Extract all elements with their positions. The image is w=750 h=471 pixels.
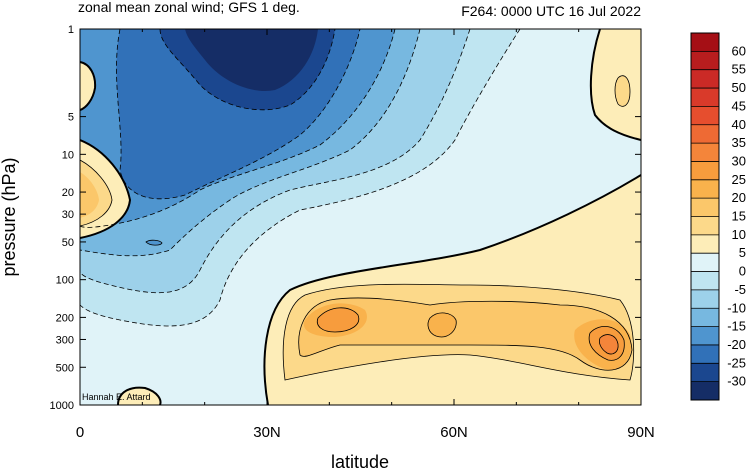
contour-line xyxy=(80,29,421,257)
contour-line xyxy=(282,283,635,381)
colorbar-swatch xyxy=(691,88,719,107)
colorbar-swatch xyxy=(691,124,719,144)
y-tick-label: 100 xyxy=(56,275,74,287)
contour-line xyxy=(316,307,360,333)
contour-line xyxy=(298,297,633,371)
colorbar-label: -20 xyxy=(727,337,746,352)
y-tick-label: 200 xyxy=(56,312,74,324)
colorbar-label: 50 xyxy=(732,80,746,95)
colorbar-swatch xyxy=(691,363,719,382)
plot-area: 1 5 10 20 30 50 100 200 300 500 1000 0 30N 60N 90N xyxy=(50,24,655,441)
y-tick-label: 50 xyxy=(62,237,74,249)
colorbar-swatch xyxy=(691,198,719,217)
colorbar-label: 5 xyxy=(739,245,746,260)
fill-bottom-5 xyxy=(118,387,161,405)
y-axis-label: pressure (hPa) xyxy=(0,157,19,276)
y-ticks: 1 5 10 20 30 50 100 200 300 500 1000 xyxy=(50,24,641,412)
colorbar-swatch xyxy=(691,161,719,181)
contour-line xyxy=(588,326,625,361)
y-tick-label: 20 xyxy=(62,187,74,199)
colorbar-swatch xyxy=(691,253,719,272)
colorbar-swatch xyxy=(691,179,719,199)
contour-line xyxy=(80,29,521,327)
x-tick-label: 30N xyxy=(253,424,281,441)
colorbar-label: 25 xyxy=(732,172,746,187)
y-tick-label: 1 xyxy=(68,24,74,36)
colorbar-label: 40 xyxy=(732,117,746,132)
contour-line xyxy=(599,334,619,355)
colorbar: 605550454035302520151050-5-10-15-20-25-3… xyxy=(690,32,746,401)
contour-line xyxy=(80,29,396,228)
colorbar-swatch xyxy=(691,326,719,346)
zero-contour xyxy=(263,174,641,405)
colorbar-swatch xyxy=(691,69,719,89)
contour-line xyxy=(80,159,113,227)
x-tick-label: 60N xyxy=(440,424,468,441)
colorbar-label: -25 xyxy=(727,355,746,370)
x-tick-label: 0 xyxy=(76,424,84,441)
contour-line xyxy=(80,29,471,294)
colorbar-swatch xyxy=(691,143,719,162)
zero-contour xyxy=(80,61,97,111)
contour-line xyxy=(145,239,163,246)
colorbar-swatch xyxy=(691,271,719,291)
colorbar-label: 45 xyxy=(732,98,746,113)
chart-title-left: zonal mean zonal wind; GFS 1 deg. xyxy=(78,0,300,15)
contour-line xyxy=(614,75,631,107)
chart-title-right: F264: 0000 UTC 16 Jul 2022 xyxy=(461,3,641,19)
colorbar-swatch xyxy=(691,33,719,52)
contour-line xyxy=(116,29,361,200)
colorbar-swatch xyxy=(691,106,719,126)
colorbar-label: 60 xyxy=(732,43,746,58)
fill-qbo-15 xyxy=(80,172,99,218)
x-axis-label: latitude xyxy=(331,452,389,471)
colorbar-label: 20 xyxy=(732,190,746,205)
colorbar-label: -5 xyxy=(734,282,746,297)
fill-level-minus35 xyxy=(185,29,318,91)
y-tick-label: 30 xyxy=(62,209,74,221)
colorbar-label: 35 xyxy=(732,135,746,150)
colorbar-label: 0 xyxy=(739,264,746,279)
y-tick-label: 300 xyxy=(56,334,74,346)
contour-line xyxy=(427,312,457,338)
fill-tropo-25 xyxy=(599,334,619,354)
colorbar-swatch xyxy=(691,381,719,401)
colorbar-label: 30 xyxy=(732,153,746,168)
colorbar-label: 15 xyxy=(732,209,746,224)
credit-label: Hannah E. Attard xyxy=(82,392,151,402)
contour-fill xyxy=(80,29,641,405)
zero-contour xyxy=(117,386,162,405)
zero-contour xyxy=(80,139,132,239)
fill-tropo-10 xyxy=(298,297,632,371)
colorbar-swatch xyxy=(691,344,719,364)
plot-frame xyxy=(79,28,642,406)
colorbar-label: -10 xyxy=(727,300,746,315)
colorbar-swatch xyxy=(691,216,719,236)
y-tick-label: 5 xyxy=(68,112,74,124)
colorbar-label: 10 xyxy=(732,227,746,242)
colorbar-label: 55 xyxy=(732,62,746,77)
x-ticks: 0 30N 60N 90N xyxy=(76,29,655,441)
y-tick-label: 1000 xyxy=(50,400,74,412)
fill-polar-10 xyxy=(615,75,630,107)
x-tick-label: 90N xyxy=(627,424,655,441)
zero-contours xyxy=(80,29,641,405)
colorbar-label: -30 xyxy=(727,374,746,389)
colorbar-swatch xyxy=(691,308,719,327)
colorbar-swatch xyxy=(691,234,719,254)
y-tick-label: 500 xyxy=(56,362,74,374)
colorbar-swatch xyxy=(691,51,719,70)
colorbar-label: -15 xyxy=(727,319,746,334)
y-tick-label: 10 xyxy=(62,149,74,161)
contour-lines xyxy=(80,29,635,381)
contour-line xyxy=(159,29,336,111)
fill-tropo-20 xyxy=(317,307,625,361)
zero-contour xyxy=(589,29,641,141)
colorbar-swatch xyxy=(691,289,719,309)
